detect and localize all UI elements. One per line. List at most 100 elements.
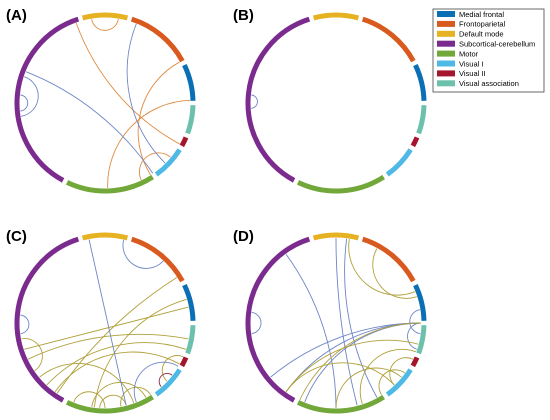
panel-a-label: (A) <box>6 7 27 24</box>
legend-swatch <box>437 20 455 27</box>
connection-edge <box>56 277 178 394</box>
ring-segment-visual-i <box>385 368 413 397</box>
connection-edge <box>133 361 179 403</box>
connection-edge <box>91 18 119 31</box>
connection-edge <box>25 71 154 174</box>
ring-segment-default-mode <box>81 232 129 241</box>
legend-swatch <box>437 70 455 77</box>
ring-segment-default-mode <box>81 12 129 21</box>
connection-edge <box>126 23 166 164</box>
connection-edge <box>54 351 180 393</box>
panel-c-label: (C) <box>6 228 27 245</box>
connection-edge <box>251 94 258 109</box>
connection-edge <box>348 238 416 296</box>
connection-edge <box>99 394 127 408</box>
connection-edge <box>407 322 422 350</box>
legend-swatch <box>437 40 455 47</box>
legend-label: Subcortical-cerebellum <box>459 40 535 49</box>
ring-segment-motor <box>65 394 154 414</box>
ring-segment-visual-ii <box>410 356 420 368</box>
connection-edge <box>285 253 337 409</box>
connection-edge <box>107 99 190 188</box>
connection-edge <box>24 306 189 350</box>
connection-edge <box>304 322 422 403</box>
connection-edge <box>299 322 422 401</box>
ring-segment-visual-association <box>416 325 427 355</box>
legend-swatch <box>437 11 455 17</box>
ring-segment-motor <box>296 174 385 194</box>
ring-segment-frontoparietal <box>130 16 185 63</box>
panel-d-label: (D) <box>233 228 254 245</box>
ring-segment-motor <box>296 394 385 414</box>
connection-edge <box>251 311 262 335</box>
edges-c <box>20 239 189 409</box>
ring-b <box>245 12 427 194</box>
legend-swatch <box>437 60 455 67</box>
connection-edge <box>20 94 29 112</box>
ring-segment-subcortical-cerebellum <box>14 16 80 183</box>
ring-segment-visual-i <box>385 148 413 177</box>
edges-b <box>251 94 258 109</box>
ring-a <box>14 12 196 194</box>
ring-segment-visual-association <box>185 105 196 135</box>
connection-edge <box>91 381 147 408</box>
legend-label: Medial frontal <box>459 10 504 19</box>
legend-label: Visual association <box>459 79 519 88</box>
ring-segment-visual-association <box>185 325 196 355</box>
connection-edge <box>372 248 417 299</box>
connection-edge <box>138 152 171 181</box>
legend-swatch <box>437 80 455 87</box>
panel-a: (A) <box>6 7 196 194</box>
panel-b: (B) <box>233 7 427 194</box>
legend-label: Visual I <box>459 59 483 68</box>
panel-b-label: (B) <box>233 7 254 24</box>
legend-label: Visual II <box>459 69 486 78</box>
ring-segment-visual-association <box>416 105 427 135</box>
connection-edge <box>389 357 414 386</box>
connection-edge <box>39 363 135 404</box>
edges-a <box>20 18 190 188</box>
ring-segment-medial-frontal <box>182 63 196 101</box>
legend-label: Motor <box>459 49 479 58</box>
connection-edge <box>88 239 127 406</box>
connection-edge <box>409 309 421 335</box>
ring-segment-subcortical-cerebellum <box>245 16 311 183</box>
edges-d <box>251 237 422 409</box>
connection-edge <box>344 238 378 398</box>
ring-c <box>14 232 196 414</box>
ring-segment-motor <box>65 174 154 194</box>
connection-edge <box>75 22 180 145</box>
connection-edge <box>27 333 189 360</box>
panel-c: (C) <box>6 228 196 414</box>
ring-segment-visual-i <box>154 368 182 397</box>
connection-edge <box>20 76 39 117</box>
ring-segment-medial-frontal <box>413 283 427 321</box>
connection-edge <box>73 391 106 409</box>
connection-edge <box>21 338 43 372</box>
legend-label: Default mode <box>459 30 504 39</box>
connection-edge <box>20 314 30 335</box>
ring-segment-subcortical-cerebellum <box>245 236 311 403</box>
ring-segment-visual-ii <box>179 136 189 148</box>
connection-edge <box>122 239 164 269</box>
connection-edge <box>285 339 419 393</box>
connection-edge <box>158 373 173 388</box>
connection-edge <box>285 362 395 393</box>
ring-segment-frontoparietal <box>361 236 416 283</box>
connection-edge <box>120 386 151 407</box>
connection-edge <box>378 369 406 396</box>
ring-segment-subcortical-cerebellum <box>14 236 80 403</box>
legend-swatch <box>437 50 455 57</box>
ring-segment-medial-frontal <box>413 63 427 101</box>
ring-d <box>245 232 427 414</box>
ring-segment-visual-ii <box>410 136 420 148</box>
connection-edge <box>46 342 186 386</box>
ring-segment-medial-frontal <box>182 283 196 321</box>
ring-segment-visual-ii <box>179 356 189 368</box>
ring-segment-frontoparietal <box>361 16 416 63</box>
connection-edge <box>335 367 402 409</box>
connection-edge <box>359 348 417 404</box>
